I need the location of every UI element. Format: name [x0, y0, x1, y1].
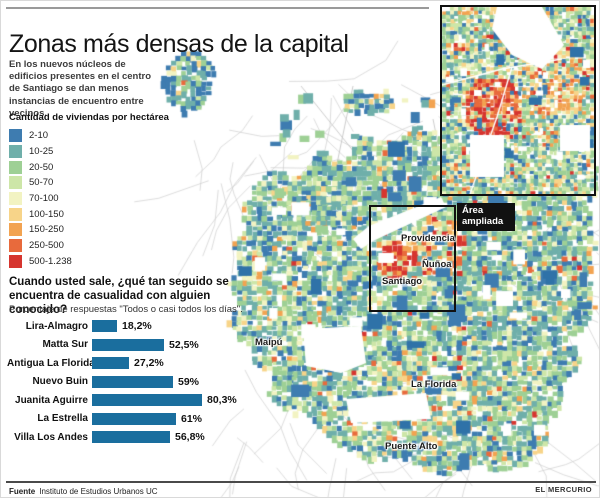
map-label-santiago: Santiago	[382, 276, 423, 287]
legend-label: 250-500	[29, 240, 64, 252]
bar-value: 59%	[178, 375, 200, 388]
map-label-puente-alto: Puente Alto	[385, 441, 438, 452]
map-label-la-florida: La Florida	[411, 379, 457, 390]
bar	[92, 375, 173, 388]
chart-row: Lira-Almagro 18,2%	[7, 317, 247, 336]
area-badge: Área ampliada	[457, 203, 515, 231]
bar-label: Matta Sur	[42, 339, 88, 351]
bar	[92, 338, 164, 351]
legend-item: 70-100	[9, 191, 169, 207]
inset-map-canvas	[442, 7, 594, 194]
bar-label: Nuevo Buin	[32, 376, 88, 388]
chart-row: Villa Los Andes 56,8%	[7, 428, 247, 447]
density-legend: Cantidad de viviendas por hectárea 2-10 …	[9, 112, 169, 269]
bar	[92, 357, 129, 370]
bar-value: 80,3%	[207, 394, 237, 407]
source-name: Instituto de Estudios Urbanos UC	[39, 487, 158, 496]
bar	[92, 394, 202, 407]
map-label-providencia: Providencia	[401, 233, 455, 244]
legend-swatch	[9, 145, 22, 159]
legend-label: 2-10	[29, 130, 49, 142]
source-label: Fuente	[9, 487, 36, 496]
chart-row: La Estrella 61%	[7, 410, 247, 429]
bar-label: Juanita Aguirre	[15, 394, 88, 406]
map-label-maipu: Maipú	[255, 337, 283, 348]
legend-item: 2-10	[9, 128, 169, 144]
bar-value: 27,2%	[134, 357, 164, 370]
chart-subtitle: Porcentaje de respuestas "Todos o casi t…	[9, 304, 243, 315]
legend-label: 150-250	[29, 224, 64, 236]
legend-item: 100-150	[9, 206, 169, 222]
map-label-nunoa: Ñuñoa	[422, 259, 452, 270]
legend-label: 70-100	[29, 193, 59, 205]
chart-row: Matta Sur 52,5%	[7, 336, 247, 355]
top-rule	[6, 7, 429, 9]
legend-swatch	[9, 254, 22, 268]
bar-label: Lira-Almagro	[25, 320, 88, 332]
legend-label: 10-25	[29, 146, 54, 158]
bar-value: 61%	[181, 412, 203, 425]
chart-row: Juanita Aguirre 80,3%	[7, 391, 247, 410]
bar-label: Villa Los Andes	[14, 431, 88, 443]
bar-label: Antigua La Florida	[7, 357, 95, 369]
legend-item: 250-500	[9, 238, 169, 254]
legend-swatch	[9, 129, 22, 143]
chart-row: Nuevo Buin 59%	[7, 373, 247, 392]
legend-label: 100-150	[29, 208, 64, 220]
bar-label: La Estrella	[37, 413, 88, 425]
legend-label: 20-50	[29, 161, 54, 173]
bar	[92, 412, 176, 425]
legend-swatch	[9, 192, 22, 206]
legend-item: 500-1.238	[9, 254, 169, 270]
frequency-bar-chart: Lira-Almagro 18,2% Matta Sur 52,5% Antig…	[7, 317, 247, 447]
intro-text: En los nuevos núcleos de edificios prese…	[9, 58, 152, 119]
bar-value: 18,2%	[122, 320, 152, 333]
page-title: Zonas más densas de la capital	[9, 29, 349, 58]
source-credit: Fuente Instituto de Estudios Urbanos UC	[9, 487, 158, 496]
legend-item: 50-70	[9, 175, 169, 191]
bar-value: 52,5%	[169, 338, 199, 351]
legend-swatch	[9, 160, 22, 174]
chart-title: Cuando usted sale, ¿qué tan seguido se e…	[9, 276, 229, 317]
legend-label: 50-70	[29, 177, 54, 189]
bar	[92, 431, 170, 444]
legend-item: 20-50	[9, 159, 169, 175]
zoomed-area-inset-map	[440, 5, 596, 196]
legend-swatch	[9, 207, 22, 221]
legend-title: Cantidad de viviendas por hectárea	[9, 112, 169, 123]
legend-swatch	[9, 239, 22, 253]
chart-row: Antigua La Florida 27,2%	[7, 354, 247, 373]
bar	[92, 320, 117, 333]
legend-item: 150-250	[9, 222, 169, 238]
bar-value: 56,8%	[175, 431, 205, 444]
legend-swatch	[9, 176, 22, 190]
legend-item: 10-25	[9, 144, 169, 160]
footer-rule	[6, 481, 596, 483]
legend-label: 500-1.238	[29, 255, 72, 267]
legend-swatch	[9, 223, 22, 237]
brand-mark: EL MERCURIO	[535, 485, 592, 494]
zoom-area-rectangle	[369, 205, 456, 312]
